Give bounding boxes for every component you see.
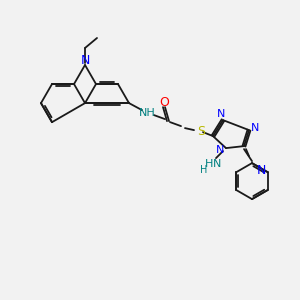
Text: S: S [197,124,205,138]
Text: H: H [205,159,213,169]
Text: H: H [200,165,208,175]
Text: O: O [159,96,169,109]
Text: N: N [216,145,224,155]
Text: N: N [217,109,225,119]
Text: N: N [257,164,266,177]
Text: NH: NH [139,108,155,118]
Text: N: N [251,123,259,133]
Text: N: N [80,53,90,67]
Text: N: N [213,159,221,169]
